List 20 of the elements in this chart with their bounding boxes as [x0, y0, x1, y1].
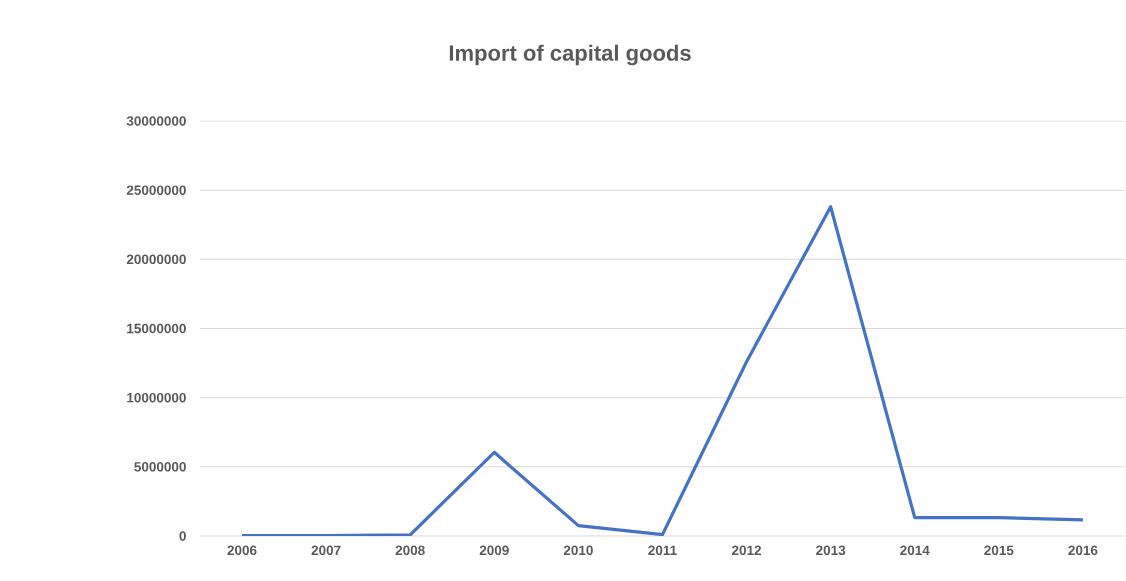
y-tick-label: 0	[179, 531, 186, 541]
x-tick-label: 2016	[1068, 545, 1098, 556]
chart-title: Import of capital goods	[449, 44, 691, 66]
y-tick-label: 20000000	[126, 254, 186, 265]
y-tick-label: 15000000	[127, 323, 186, 334]
line-series	[240, 205, 1085, 536]
x-tick-label: 2008	[395, 545, 425, 556]
x-tick-label: 2009	[479, 545, 509, 556]
x-tick-label: 2010	[563, 545, 593, 556]
x-tick-label: 2007	[311, 545, 341, 556]
x-tick-label: 2013	[816, 545, 846, 556]
x-tick-label: 2006	[227, 545, 257, 556]
y-tick-label: 5000000	[134, 462, 186, 472]
y-tick-label: 25000000	[126, 185, 186, 195]
x-tick-label: 2014	[900, 545, 930, 556]
x-tick-label: 2015	[984, 545, 1014, 556]
y-tick-label: 10000000	[127, 392, 186, 403]
x-tick-label: 2011	[648, 545, 677, 556]
y-tick-label: 30000000	[126, 116, 186, 126]
x-tick-label: 2012	[732, 545, 762, 556]
